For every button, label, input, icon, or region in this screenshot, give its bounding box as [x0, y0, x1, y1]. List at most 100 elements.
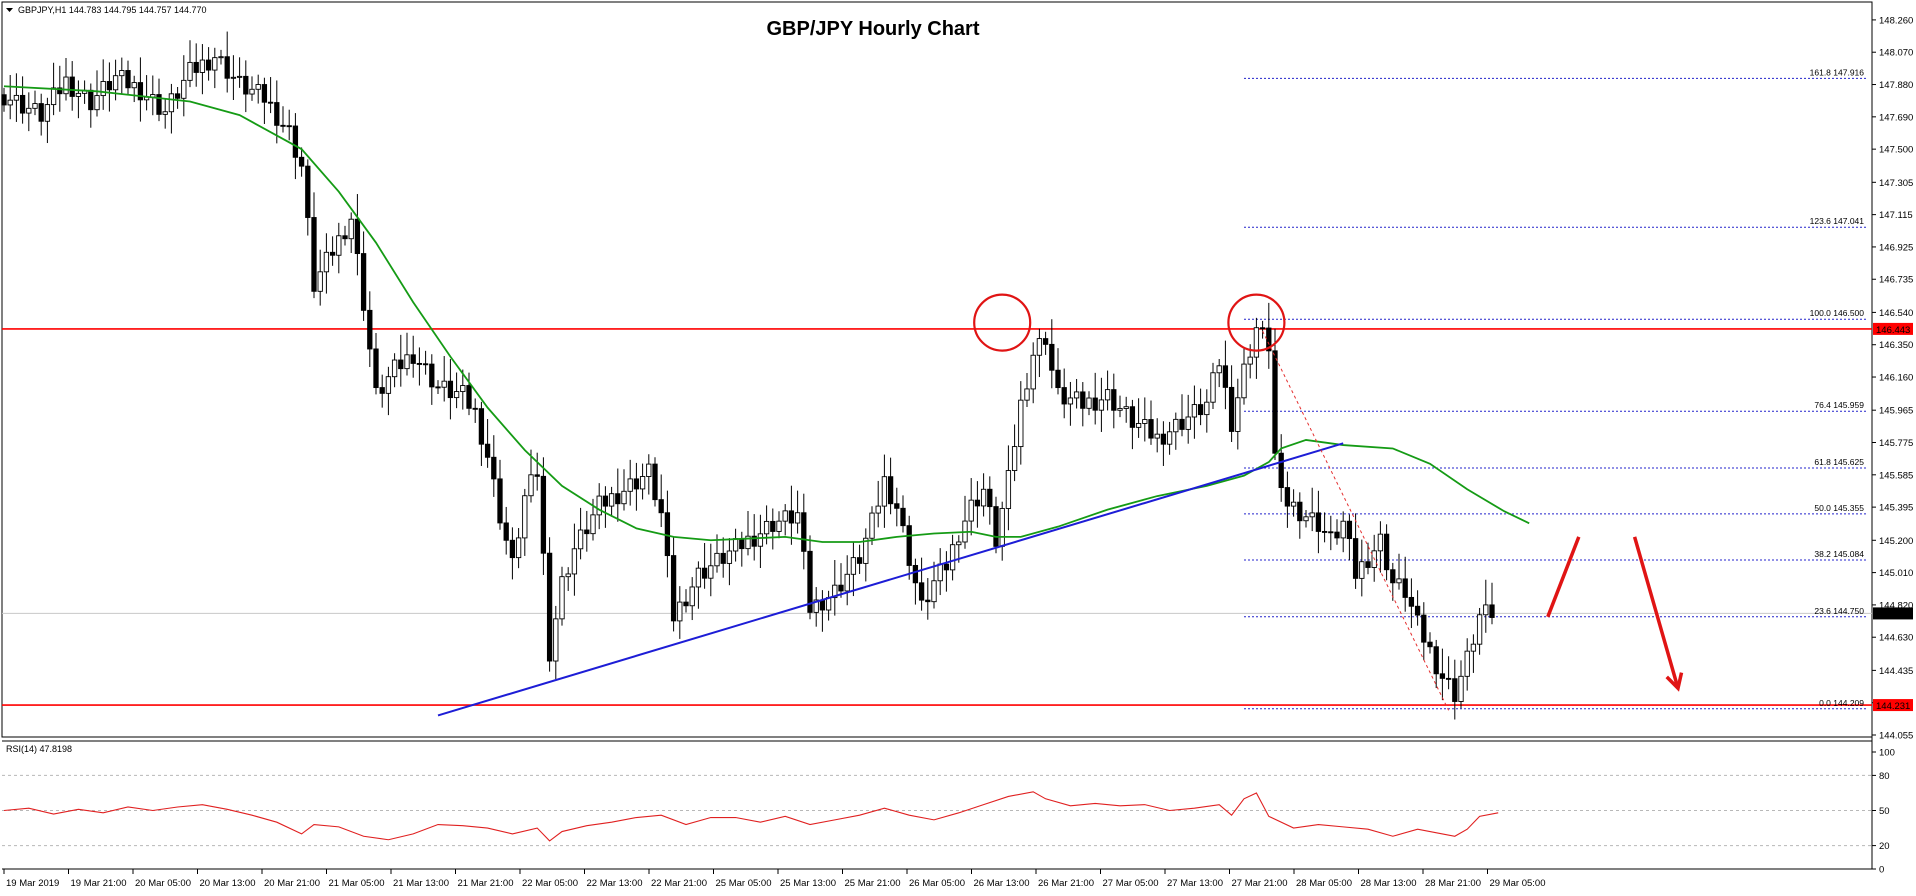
- candle: [677, 586, 683, 639]
- retracement-dashed-line: [1262, 330, 1450, 711]
- candle-body: [887, 476, 894, 505]
- candle: [181, 55, 187, 117]
- candle: [1123, 396, 1129, 423]
- candle: [1390, 562, 1396, 601]
- time-label: 21 Mar 05:00: [329, 878, 385, 889]
- candle: [1266, 302, 1272, 369]
- candle-body: [720, 552, 726, 564]
- candle-body: [534, 474, 540, 477]
- candle: [1179, 394, 1185, 437]
- candle: [1135, 398, 1142, 438]
- candle: [1278, 434, 1284, 502]
- candle: [7, 75, 13, 120]
- candle: [1439, 648, 1446, 701]
- candle-body: [776, 520, 782, 532]
- candle: [1148, 400, 1154, 445]
- candle-body: [1365, 561, 1371, 568]
- price-axis: 148.260 148.070 147.880 147.690 147.500 147.3…: [1872, 15, 1913, 742]
- candle: [1445, 656, 1452, 690]
- candle: [447, 359, 454, 420]
- candle: [701, 543, 708, 589]
- candle-body: [987, 488, 993, 508]
- candle: [1235, 378, 1241, 450]
- candle: [844, 555, 850, 606]
- candle: [540, 457, 547, 575]
- candle: [1352, 513, 1359, 589]
- candle-body: [342, 235, 348, 240]
- candle: [1253, 317, 1260, 379]
- rsi-tick-label: 0: [1879, 865, 1884, 876]
- candle: [1216, 359, 1222, 388]
- candle-body: [354, 218, 361, 255]
- candle-body: [422, 363, 429, 366]
- candle-body: [608, 493, 615, 507]
- candle-body: [1024, 388, 1030, 401]
- candle: [1309, 487, 1315, 532]
- candle: [298, 147, 305, 177]
- candle-body: [323, 251, 330, 273]
- candle-body: [1080, 391, 1086, 409]
- candle: [329, 236, 336, 266]
- candle-body: [329, 251, 336, 256]
- candle: [1315, 490, 1322, 554]
- candle: [1030, 342, 1036, 404]
- candle-body: [1049, 343, 1055, 371]
- candle: [1129, 399, 1136, 450]
- candle: [683, 589, 689, 613]
- candle-body: [571, 548, 578, 575]
- candle: [497, 459, 503, 530]
- candle-body: [856, 557, 863, 564]
- candle-body: [993, 506, 999, 547]
- candle-body: [1092, 397, 1098, 411]
- candle-body: [1135, 423, 1142, 428]
- candle-body: [236, 75, 243, 78]
- candle-body: [1148, 419, 1154, 439]
- candle-body: [286, 125, 292, 128]
- candle: [1290, 489, 1297, 517]
- fib-level-label: 38.2 145.084: [1814, 549, 1864, 559]
- candle-body: [174, 93, 181, 99]
- candle-body: [205, 59, 212, 71]
- fibonacci-layer: 161.8 147.916 123.6 147.041 100.0 146.500 7…: [1244, 67, 1866, 710]
- candle-body: [255, 84, 261, 90]
- candle: [745, 511, 751, 556]
- candle-body: [664, 512, 671, 557]
- candle-body: [677, 601, 683, 622]
- candle-body: [1352, 538, 1359, 579]
- fib-level-label: 23.6 144.750: [1814, 606, 1864, 616]
- candle-body: [813, 599, 819, 613]
- candle-body: [515, 537, 522, 559]
- candle-body: [1042, 338, 1049, 345]
- candle: [1166, 421, 1173, 455]
- candle: [168, 83, 175, 134]
- candle-body: [565, 573, 571, 578]
- time-label: 20 Mar 21:00: [264, 878, 320, 889]
- price-tick-label: 147.115: [1879, 210, 1913, 221]
- candle-body: [1377, 533, 1384, 552]
- candle: [627, 459, 633, 506]
- candle-body: [732, 538, 739, 552]
- candle-body: [540, 475, 547, 554]
- candle-body: [794, 512, 801, 524]
- candle-body: [1222, 365, 1229, 388]
- candle: [652, 457, 658, 507]
- candle: [918, 557, 925, 611]
- time-label: 27 Mar 13:00: [1167, 878, 1223, 889]
- annotations-layer: [437, 293, 1684, 717]
- candle-body: [1086, 397, 1092, 409]
- candle-body: [336, 235, 342, 256]
- candle-body: [100, 81, 106, 97]
- candle-body: [1166, 431, 1173, 445]
- candle-body: [311, 217, 317, 292]
- candle: [143, 75, 150, 111]
- candle: [1049, 319, 1055, 389]
- candle-body: [1315, 512, 1322, 532]
- candle: [1086, 391, 1092, 416]
- candle-body: [460, 385, 466, 393]
- candle: [1042, 331, 1049, 355]
- forecast-arrow-line: [1546, 536, 1581, 618]
- candle: [1241, 348, 1247, 405]
- candle-body: [621, 490, 627, 505]
- candle: [150, 75, 156, 116]
- fib-level-label: 161.8 147.916: [1810, 67, 1865, 77]
